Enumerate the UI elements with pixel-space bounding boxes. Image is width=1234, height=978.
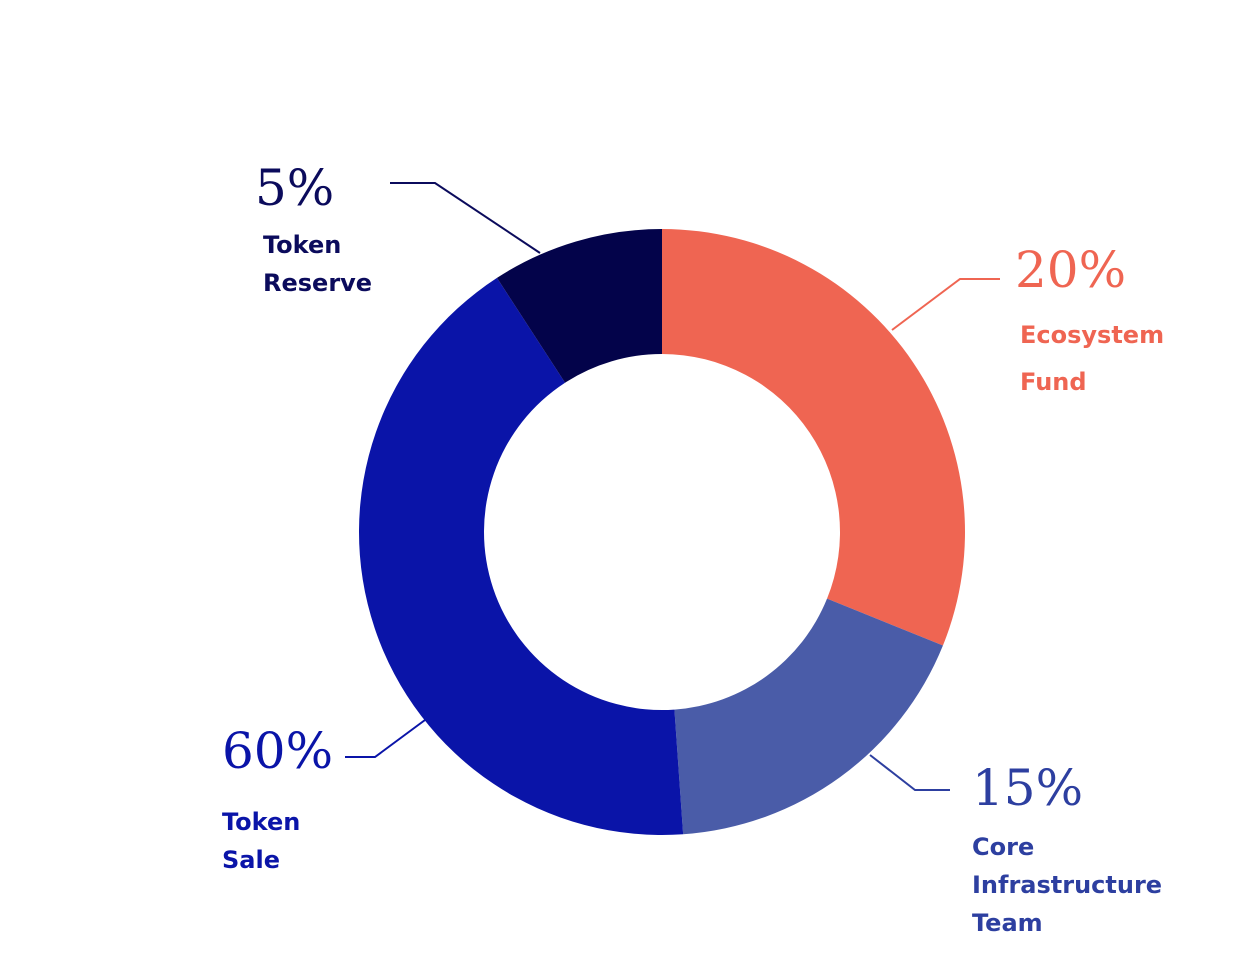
slice-category-label-1-2: Team — [972, 909, 1043, 937]
slice-labels: 20% Ecosystem Fund 15% Core Infrastructure Tea… — [222, 159, 1164, 937]
leader-line-3 — [390, 182, 541, 254]
donut-slice-0 — [662, 229, 965, 646]
donut-slice-1 — [674, 598, 943, 835]
donut-slice-2 — [358, 277, 684, 835]
slice-category-label-1-1: Infrastructure — [972, 871, 1162, 899]
slice-category-label-0-0: Ecosystem — [1020, 321, 1164, 349]
leader-line-1 — [869, 754, 950, 791]
donut-slices — [358, 229, 965, 835]
slice-category-label-0-1: Fund — [1020, 368, 1087, 396]
donut-slice-3 — [496, 229, 662, 383]
slice-category-label-3-1: Reserve — [263, 269, 372, 297]
slice-category-label-2-1: Sale — [222, 846, 280, 874]
slice-category-label-3-0: Token — [263, 231, 341, 259]
leader-lines — [345, 182, 1000, 791]
slice-percent-label-1: 15% — [972, 759, 1083, 817]
slice-percent-label-2: 60% — [222, 722, 333, 780]
slice-percent-label-3: 5% — [255, 159, 334, 217]
leader-line-2 — [345, 719, 426, 758]
slice-category-label-2-0: Token — [222, 808, 300, 836]
slice-category-label-1-0: Core — [972, 833, 1034, 861]
slice-percent-label-0: 20% — [1015, 241, 1126, 299]
leader-line-0 — [891, 278, 1000, 331]
